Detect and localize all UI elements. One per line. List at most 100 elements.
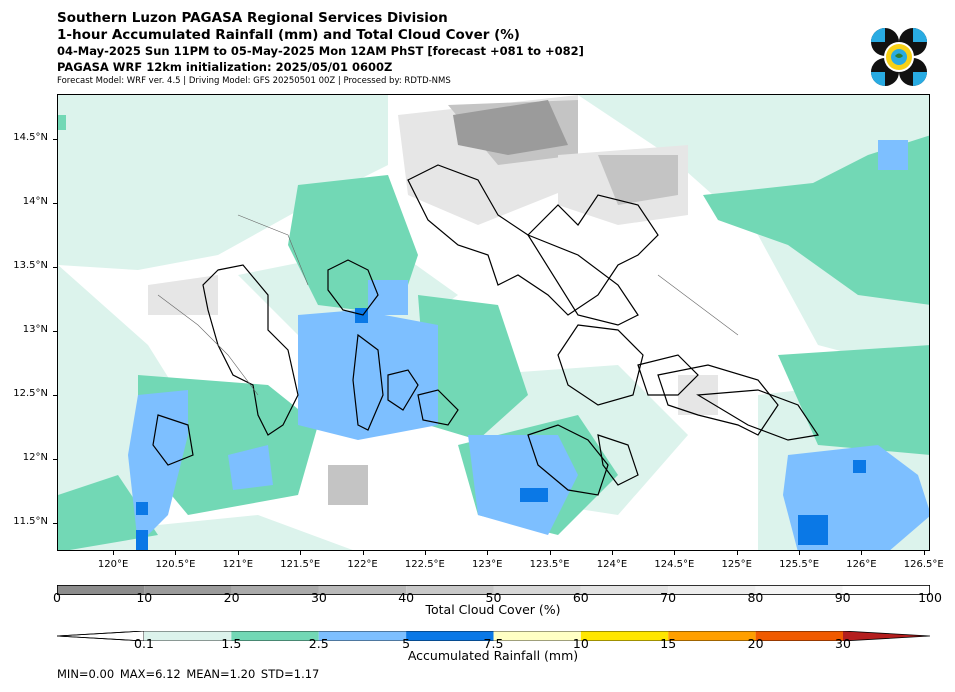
statistics-summary: MIN=0.00 MAX=6.12 MEAN=1.20 STD=1.17 — [57, 667, 320, 681]
field-cell-rain_1-5 — [58, 475, 158, 550]
field-cell-rain_2-5 — [368, 280, 408, 315]
colorbar-segment — [231, 631, 319, 641]
rainfall-label: Accumulated Rainfall (mm) — [407, 648, 579, 663]
lon-tick-label: 123°E — [472, 559, 503, 570]
coastline — [557, 324, 644, 406]
coastline — [657, 364, 779, 436]
field-cell-cloud_dark — [453, 100, 568, 155]
lat-tick-label: 12.5°N — [13, 387, 48, 399]
colorbar-tick-label: 70 — [660, 590, 677, 605]
lon-tick-label: 120.5°E — [155, 559, 196, 570]
lat-tick — [53, 458, 57, 460]
field-cell-rain_2-5 — [228, 445, 273, 490]
field-cell-cloud_mid — [598, 155, 678, 205]
coastline — [696, 389, 820, 441]
colorbar-segment — [144, 585, 232, 595]
colorbar-tick-label: 2.5 — [308, 636, 329, 651]
coastline — [152, 414, 194, 466]
field-cell-cloud_mid — [328, 465, 368, 505]
model-info: Forecast Model: WRF ver. 4.5 | Driving M… — [57, 76, 451, 86]
colorbar-tick-label: 80 — [747, 590, 764, 605]
colorbar-tick-label: 5 — [402, 636, 411, 651]
lat-tick-label: 14.5°N — [13, 131, 48, 143]
lon-tick — [362, 551, 364, 555]
colorbar-segment — [755, 631, 843, 641]
lon-tick-label: 126.5°E — [903, 559, 944, 570]
field-cell-rain_0-1 — [578, 95, 929, 375]
field-cell-rain_1-5 — [58, 115, 66, 130]
lat-tick — [53, 394, 57, 396]
colorbar-segment — [580, 585, 669, 595]
field-cell-rain_2-5 — [298, 310, 438, 440]
field-cell-rain_5 — [136, 530, 148, 550]
colorbar-tick-label: 10 — [572, 636, 589, 651]
lat-tick-label: 14°N — [22, 195, 48, 207]
field-cell-rain_0-1 — [58, 95, 388, 270]
colorbar-segment — [493, 631, 581, 641]
field-cell-rain_1-5 — [703, 135, 929, 305]
coastline — [352, 333, 384, 431]
field-cell-rain_0-1 — [58, 515, 353, 550]
field-cell-rain_5 — [853, 460, 866, 473]
lat-tick-label: 13°N — [22, 323, 48, 335]
colorbar-segment — [318, 631, 407, 641]
coastline — [407, 164, 659, 316]
field-cell-rain_5 — [520, 488, 548, 502]
colorbar-segment — [580, 631, 669, 641]
lon-tick — [861, 551, 863, 555]
lon-tick — [736, 551, 738, 555]
field-cell-rain_2-5 — [128, 390, 188, 545]
colorbar-max-arrow — [843, 631, 930, 641]
lat-tick — [53, 202, 57, 204]
colorbar-tick-label: 1.5 — [221, 636, 242, 651]
lat-tick-label: 13.5°N — [13, 259, 48, 271]
lon-tick-label: 125°E — [721, 559, 752, 570]
colorbar-segment — [493, 585, 581, 595]
colorbar-segment — [668, 585, 756, 595]
coastline — [327, 259, 379, 316]
lon-tick — [674, 551, 676, 555]
lat-tick-label: 11.5°N — [13, 515, 48, 527]
lon-tick-label: 124°E — [596, 559, 628, 570]
lat-tick — [53, 266, 57, 268]
lon-tick — [300, 551, 302, 555]
lon-tick-label: 121°E — [222, 559, 254, 570]
colorbar-tick-label: 0 — [53, 590, 61, 605]
colorbar-tick-label: 7.5 — [483, 636, 504, 651]
lon-tick-label: 124.5°E — [654, 559, 695, 570]
colorbar-tick-label: 100 — [918, 590, 942, 605]
colorbar-segment — [842, 585, 930, 595]
colorbar-tick-label: 10 — [136, 590, 153, 605]
colorbar-tick-label: 60 — [572, 590, 589, 605]
forecast-period: 04-May-2025 Sun 11PM to 05-May-2025 Mon … — [57, 44, 584, 58]
cloud-cover-colorbar — [57, 580, 931, 595]
colorbar-tick-label: 30 — [310, 590, 327, 605]
province-boundary — [157, 294, 259, 396]
lat-tick — [53, 522, 57, 524]
lat-tick-label: 12°N — [22, 451, 48, 463]
colorbar-outline — [57, 585, 931, 595]
lon-tick-label: 122°E — [347, 559, 378, 570]
lon-tick-label: 126°E — [846, 559, 877, 570]
map-subtitle: 1-hour Accumulated Rainfall (mm) and Tot… — [57, 27, 520, 43]
lat-tick — [53, 330, 57, 332]
field-cell-rain_1-5 — [418, 295, 528, 440]
colorbar-segment — [755, 585, 843, 595]
colorbar-tick-label: 90 — [834, 590, 851, 605]
colorbar-segment — [144, 631, 232, 641]
lon-tick — [113, 551, 115, 555]
colorbar-tick-label: 30 — [835, 636, 851, 651]
lon-tick-label: 122.5°E — [404, 559, 445, 570]
colorbar-tick-label: 20 — [747, 636, 764, 651]
initialization-info: PAGASA WRF 12km initialization: 2025/05/… — [57, 60, 393, 74]
map-canvas — [58, 95, 929, 550]
lon-tick — [175, 551, 177, 555]
lon-tick — [923, 551, 925, 555]
colorbar-tick-label: 15 — [660, 636, 677, 651]
lon-tick-label: 123.5°E — [529, 559, 570, 570]
lon-tick-label: 121.5°E — [280, 559, 321, 570]
field-cell-rain_1-5 — [778, 345, 929, 455]
lon-tick — [799, 551, 801, 555]
colorbar-segment — [406, 585, 494, 595]
colorbar-segment — [668, 631, 756, 641]
